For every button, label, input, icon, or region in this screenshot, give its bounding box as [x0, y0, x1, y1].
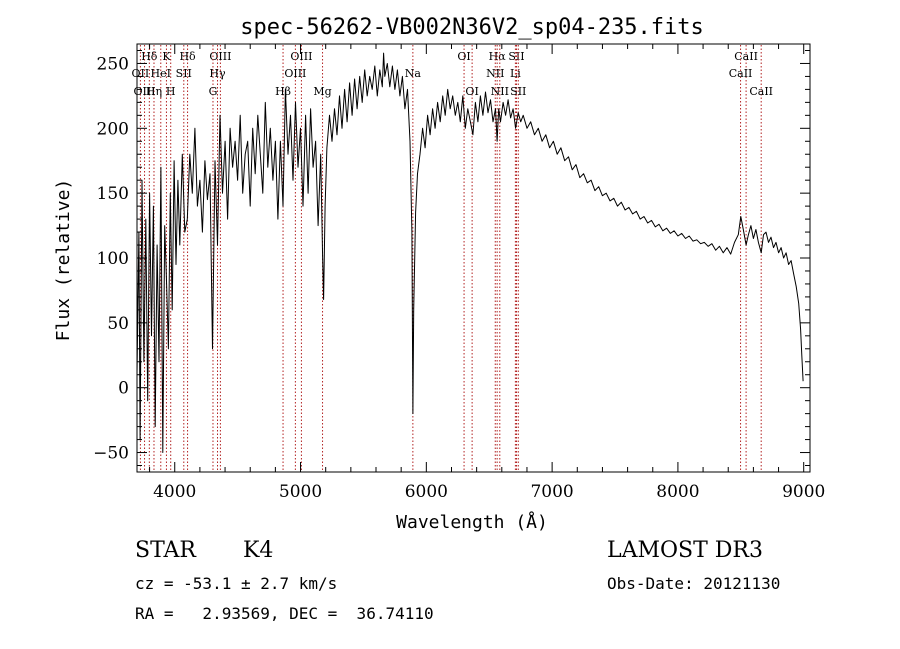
spectrum-series — [136, 52, 804, 453]
marker-label: OII — [132, 67, 150, 80]
marker-label: Li — [510, 67, 521, 80]
y-tick-label: 150 — [97, 184, 129, 204]
marker-label: Hβ — [275, 85, 291, 98]
coordinates: RA = 2.93569, DEC = 36.74110 — [135, 604, 434, 623]
marker-label: SII — [508, 50, 524, 63]
marker-label: HeI — [151, 67, 171, 80]
axes: 4000 5000 6000 7000 8000 9000 −50 0 50 100 150 200 2… — [93, 44, 825, 502]
y-tick-label: 0 — [118, 379, 129, 399]
object-subclass: K4 — [243, 538, 274, 563]
y-tick-label: −50 — [93, 444, 129, 464]
x-axis-label: Wavelength (Å) — [396, 511, 548, 533]
marker-label: SII — [510, 85, 526, 98]
marker-label: Hγ — [209, 67, 226, 80]
marker-label: SII — [176, 67, 192, 80]
obs-date: Obs-Date: 20121130 — [607, 574, 781, 593]
survey-name: LAMOST DR3 — [607, 538, 763, 563]
marker-label: OI — [457, 50, 470, 63]
x-tick-label: 4000 — [153, 482, 196, 502]
marker-label: OIII — [209, 50, 231, 63]
marker-label: NII — [486, 67, 504, 80]
x-tick-label: 8000 — [656, 482, 699, 502]
marker-label: OI — [465, 85, 478, 98]
marker-label: Hα — [489, 50, 507, 63]
marker-label: CaII — [729, 67, 753, 80]
marker-label: Mg — [313, 85, 331, 98]
x-tick-label: 6000 — [405, 482, 448, 502]
redshift-value: cz = -53.1 ± 2.7 km/s — [135, 574, 338, 593]
marker-label: Hδ — [179, 50, 196, 63]
marker-label: H — [166, 85, 176, 98]
marker-label: OIII — [284, 67, 306, 80]
marker-label: Hδ — [141, 50, 158, 63]
object-class: STAR — [135, 538, 196, 563]
y-tick-label: 100 — [97, 249, 129, 269]
x-tick-label: 5000 — [279, 482, 322, 502]
chart-title: spec-56262-VB002N36V2_sp04-235.fits — [240, 15, 704, 40]
y-tick-label: 200 — [97, 119, 129, 139]
marker-label: OIII — [290, 50, 312, 63]
y-tick-label: 50 — [107, 314, 129, 334]
marker-label: K — [162, 50, 171, 63]
marker-label: CaII — [734, 50, 758, 63]
y-axis-label: Flux (relative) — [53, 179, 74, 342]
marker-label: Na — [405, 67, 422, 80]
y-tick-label: 250 — [97, 54, 129, 74]
marker-label: OIII — [134, 85, 156, 98]
marker-label: Hη — [146, 85, 162, 98]
spectrum-line — [136, 52, 804, 453]
x-tick-label: 9000 — [782, 482, 825, 502]
marker-label: NII — [491, 85, 509, 98]
x-tick-label: 7000 — [530, 482, 573, 502]
plot-frame — [136, 43, 811, 473]
marker-label: CaII — [749, 85, 773, 98]
marker-label: G — [209, 85, 218, 98]
